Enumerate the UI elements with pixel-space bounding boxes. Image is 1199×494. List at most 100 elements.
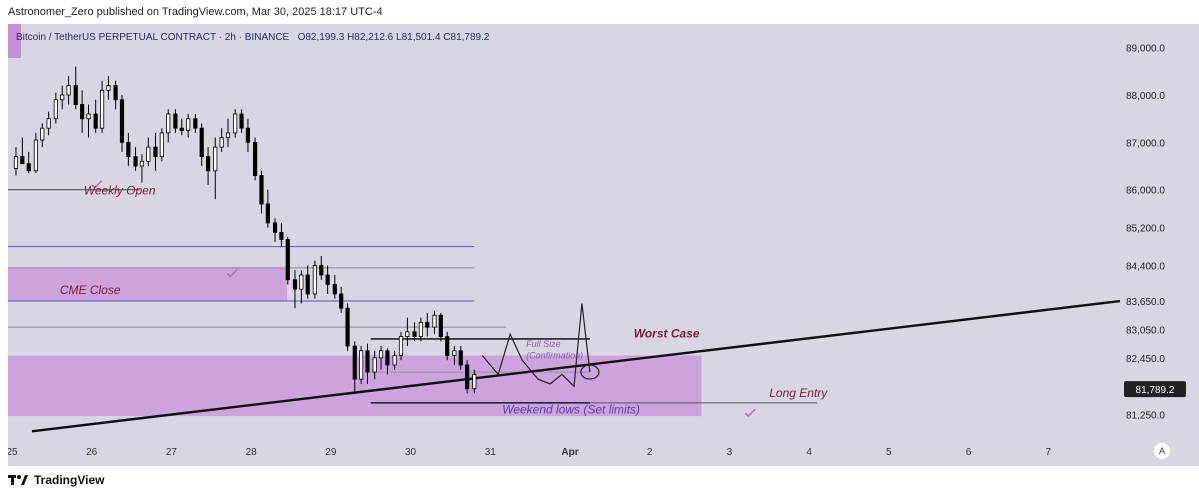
candle-body	[385, 350, 390, 366]
candle-body	[345, 307, 350, 347]
candle-52	[359, 346, 364, 384]
price-tick-label: 84,400.0	[1126, 262, 1165, 273]
candle-body	[113, 85, 118, 101]
candle-69	[472, 369, 477, 394]
candle-2	[26, 151, 31, 174]
candle-body	[93, 113, 98, 129]
candle-26	[186, 113, 191, 138]
candle-3	[33, 132, 38, 174]
candle-57	[392, 350, 397, 370]
candle-body	[86, 113, 91, 120]
candle-62	[425, 312, 430, 337]
candle-59	[405, 317, 410, 347]
candle-body	[33, 139, 38, 172]
candle-body	[20, 156, 25, 165]
candle-66	[452, 346, 457, 365]
candle-body	[352, 345, 357, 380]
candle-11	[86, 104, 91, 138]
candle-30	[213, 137, 218, 200]
candle-body	[438, 314, 443, 337]
candle-12	[93, 99, 98, 133]
candle-body	[179, 127, 184, 131]
candle-body	[432, 314, 437, 328]
candle-29	[205, 147, 211, 186]
price-tick-label: 89,000.0	[1126, 44, 1165, 55]
candle-54	[372, 350, 377, 380]
price-tick-label: 81,250.0	[1126, 411, 1165, 422]
candle-body	[60, 94, 65, 101]
candle-body	[213, 146, 218, 172]
candle-38	[265, 189, 270, 228]
candle-body	[99, 89, 105, 129]
annotation-label: Worst Case	[634, 326, 700, 340]
price-tick-label: 82,450.0	[1126, 354, 1165, 365]
candle-65	[445, 331, 450, 361]
candle-body	[173, 113, 178, 129]
candle-7	[60, 85, 65, 110]
candle-16	[119, 95, 125, 152]
publisher-text: Astronomer_Zero published on TradingView…	[8, 6, 383, 18]
ohlc-low: L81,501.4	[396, 32, 441, 43]
candle-body	[233, 113, 238, 134]
candle-8	[66, 76, 71, 105]
price-chart[interactable]: Weekly Open CME Close Full Size(Confirmati…	[8, 24, 1120, 436]
candle-body	[418, 321, 424, 337]
candle-body	[219, 137, 224, 148]
candle-body	[199, 127, 204, 157]
candle-31	[219, 128, 224, 152]
candle-body	[472, 374, 477, 390]
candle-10	[80, 90, 85, 133]
candle-23	[166, 109, 171, 143]
candle-56	[385, 348, 390, 375]
candle-body	[225, 132, 231, 139]
chart-area[interactable]: Weekly Open CME Close Full Size (Confirmati…	[8, 24, 1120, 436]
candle-60	[412, 322, 417, 342]
candle-51	[352, 341, 357, 394]
annotation-label: Full Size	[526, 339, 561, 349]
candle-24	[173, 109, 178, 133]
candle-body	[279, 231, 284, 240]
candle-body	[73, 85, 78, 105]
candle-body	[205, 156, 211, 172]
candle-32	[225, 118, 231, 148]
time-axis-labels: 25 26 27 28 29 30 31 Apr 2 3 4 5 6 7	[6, 447, 1051, 458]
candle-46	[319, 256, 324, 280]
candle-42	[292, 270, 298, 309]
candle-body	[13, 156, 19, 169]
time-tick-label: 31	[485, 447, 497, 458]
candle-body	[186, 118, 191, 131]
candle-body	[53, 99, 58, 120]
candle-body	[285, 239, 290, 281]
symbol-color-swatch	[8, 24, 21, 58]
candle-55	[378, 346, 384, 370]
ohlc-close: C81,789.2	[443, 32, 490, 43]
candle-0	[13, 147, 19, 176]
candle-body	[159, 132, 164, 157]
candle-body	[40, 127, 45, 141]
candle-28	[199, 123, 204, 167]
candle-25	[179, 118, 184, 136]
time-tick-label: 7	[1045, 447, 1051, 458]
candle-63	[432, 310, 437, 335]
auto-scale-button[interactable]: A	[1154, 443, 1170, 459]
price-tick-label: 86,000.0	[1126, 186, 1165, 197]
ohlc-high: H82,212.6	[347, 32, 394, 43]
candle-body	[193, 118, 198, 129]
candle-49	[339, 286, 344, 313]
price-axis[interactable]: 89,000.0 88,000.0 87,000.0 86,000.0 85,200.0…	[1120, 24, 1199, 436]
time-axis[interactable]: 25 26 27 28 29 30 31 Apr 2 3 4 5 6 7	[6, 436, 1120, 466]
current-price-label: 81,789.2	[1136, 385, 1175, 396]
candle-body	[458, 350, 463, 366]
candle-body	[359, 350, 364, 380]
candle-body	[126, 141, 131, 157]
symbol-legend[interactable]: Bitcoin / TetherUS PERPETUAL CONTRACT · …	[16, 32, 489, 43]
candle-27	[193, 113, 198, 133]
current-price-badge	[1124, 381, 1186, 398]
candle-6	[53, 92, 58, 124]
candle-body	[139, 160, 145, 167]
annotation-label: Weekend lows (Set limits)	[502, 403, 640, 417]
candle-53	[365, 343, 370, 384]
candle-4	[40, 123, 45, 148]
candle-body	[405, 331, 410, 337]
candle-body	[146, 146, 151, 162]
